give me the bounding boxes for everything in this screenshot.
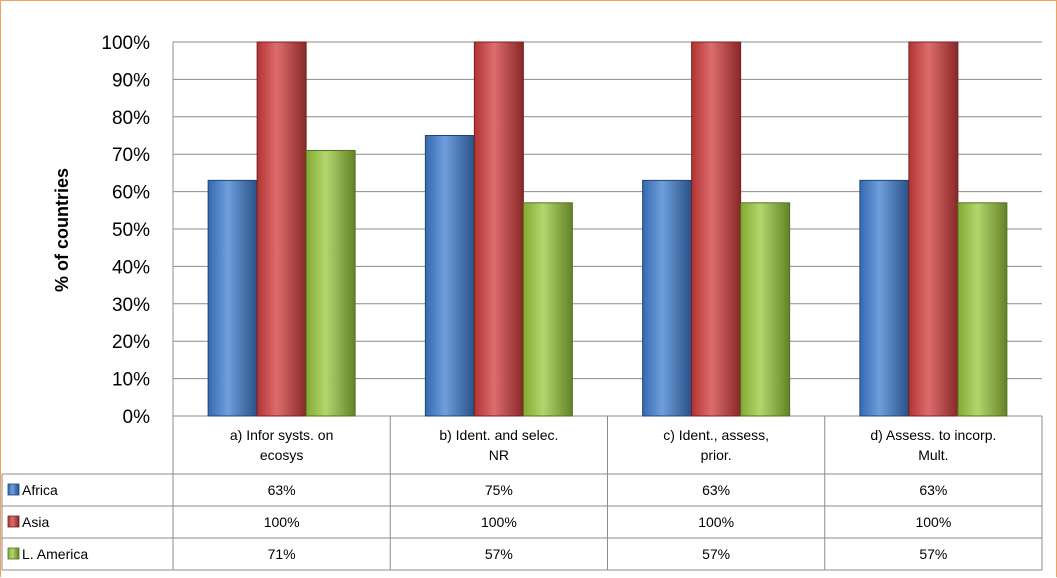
- series-name: Africa: [22, 482, 58, 498]
- data-cell: 57%: [702, 546, 730, 562]
- y-tick-label: 0%: [123, 407, 151, 428]
- category-label: Mult.: [918, 447, 948, 463]
- y-axis-label: % of countries: [52, 168, 72, 292]
- data-cell: 100%: [915, 514, 951, 530]
- y-tick-label: 20%: [112, 332, 150, 353]
- legend-key-asia: [7, 515, 20, 528]
- data-cell: 63%: [268, 482, 296, 498]
- category-label: d) Assess. to incorp.: [870, 427, 996, 443]
- category-label: b) Ident. and selec.: [439, 427, 558, 443]
- series-name: Asia: [22, 514, 49, 530]
- y-tick-label: 80%: [112, 108, 150, 129]
- data-cell: 63%: [702, 482, 730, 498]
- legend-key-l-america: [7, 547, 20, 560]
- bar-africa-1: [207, 179, 258, 417]
- y-tick-label: 60%: [112, 183, 150, 204]
- category-label: prior.: [701, 447, 732, 463]
- bar-l-america-3: [740, 202, 791, 417]
- bar-asia-3: [691, 41, 742, 417]
- data-cell: 71%: [268, 546, 296, 562]
- category-label: ecosys: [260, 447, 304, 463]
- y-tick-label: 50%: [112, 220, 150, 241]
- data-cell: 57%: [919, 546, 947, 562]
- data-cell: 100%: [264, 514, 300, 530]
- bar-l-america-4: [957, 202, 1008, 417]
- data-cell: 57%: [485, 546, 513, 562]
- data-cell: 75%: [485, 482, 513, 498]
- series-name: L. America: [22, 546, 88, 562]
- data-cell: 100%: [698, 514, 734, 530]
- category-label: c) Ident., assess,: [663, 427, 769, 443]
- y-tick-label: 10%: [112, 370, 150, 391]
- y-tick-label: 40%: [112, 257, 150, 278]
- y-tick-label: 90%: [112, 70, 150, 91]
- y-tick-label: 100%: [101, 33, 150, 54]
- bar-asia-2: [473, 41, 524, 417]
- y-tick-label: 70%: [112, 145, 150, 166]
- category-label: a) Infor systs. on: [230, 427, 333, 443]
- data-table: a) Infor systs. on ecosys b) Ident. and se…: [1, 416, 1043, 571]
- y-axis: 0% 10% 20% 30% 40% 50% 60% 70% 80% 90% 100%: [101, 33, 174, 428]
- legend-key-africa: [7, 483, 20, 496]
- data-cell: 63%: [919, 482, 947, 498]
- bar-asia-4: [908, 41, 959, 417]
- y-tick-label: 30%: [112, 295, 150, 316]
- bar-africa-2: [424, 135, 475, 417]
- bar-africa-4: [859, 179, 910, 417]
- bar-l-america-1: [305, 149, 356, 417]
- bars: [207, 41, 1008, 417]
- bar-asia-1: [256, 41, 307, 417]
- data-cell: 100%: [481, 514, 517, 530]
- bar-l-america-2: [522, 202, 573, 417]
- bar-africa-3: [642, 179, 693, 417]
- category-label: NR: [489, 447, 509, 463]
